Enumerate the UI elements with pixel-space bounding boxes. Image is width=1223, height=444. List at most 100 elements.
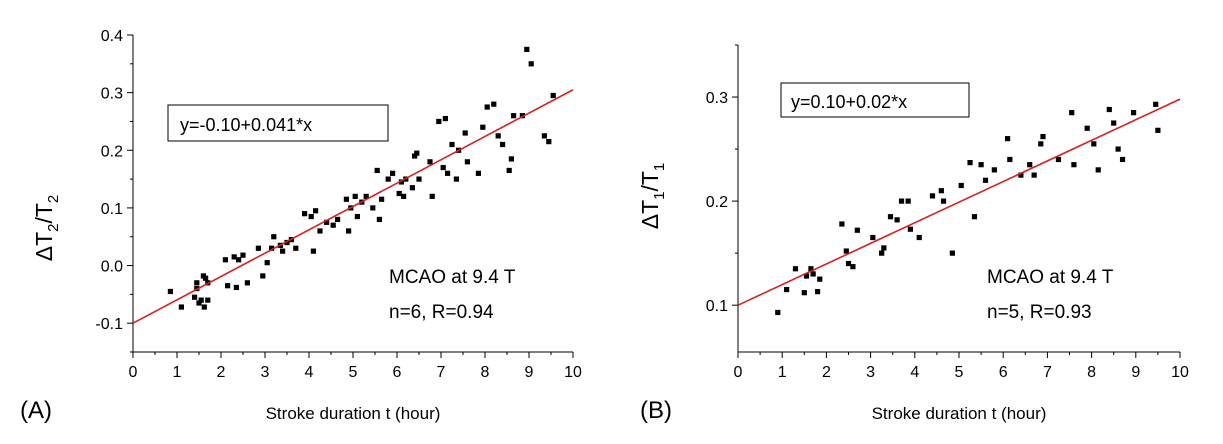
y-label-part: Δ <box>31 246 57 261</box>
data-point <box>1018 172 1024 178</box>
data-point <box>414 150 420 156</box>
data-point <box>260 273 266 279</box>
data-point <box>1153 101 1159 107</box>
data-point <box>519 113 525 119</box>
y-tick-label: 0.4 <box>101 28 123 45</box>
data-point <box>940 198 947 204</box>
x-tick-label: 2 <box>822 364 831 381</box>
data-point <box>354 213 360 220</box>
data-point <box>1055 156 1062 163</box>
data-point <box>192 294 198 300</box>
data-point <box>398 179 404 185</box>
data-point <box>879 250 885 256</box>
y-label-subscript: 1 <box>651 192 668 200</box>
data-point <box>1130 110 1137 116</box>
data-point <box>390 170 396 176</box>
data-point <box>905 198 911 204</box>
data-point <box>978 162 984 168</box>
x-tick-label: 5 <box>349 364 358 381</box>
x-tick-label: 1 <box>173 364 182 381</box>
annotation-text: MCAO at 9.4 T <box>389 267 516 288</box>
data-point <box>1106 106 1112 113</box>
data-point <box>967 159 973 166</box>
x-tick-label: 8 <box>1087 364 1096 381</box>
data-point <box>1040 133 1046 140</box>
data-point <box>916 234 922 241</box>
data-point <box>792 266 799 272</box>
x-tick-label: 9 <box>1131 364 1140 381</box>
data-point <box>907 226 913 232</box>
data-point <box>284 239 290 246</box>
fit-line <box>737 98 1181 306</box>
data-point <box>1005 136 1011 142</box>
data-point <box>346 228 352 234</box>
data-point <box>810 271 816 277</box>
data-point <box>335 216 341 223</box>
data-point <box>198 297 204 303</box>
data-point <box>843 248 849 254</box>
data-point <box>396 190 402 197</box>
data-point <box>775 309 781 316</box>
x-tick-label: 9 <box>525 364 534 381</box>
y-label-subscript: 2 <box>45 224 62 232</box>
x-tick-label: 0 <box>734 364 743 381</box>
data-point <box>495 133 501 139</box>
data-point <box>330 222 336 228</box>
y-tick-label: 0.1 <box>101 201 123 218</box>
annotation-text: n=6, R=0.94 <box>389 302 494 323</box>
data-point <box>887 214 894 220</box>
y-tick-label: 0.1 <box>706 298 728 315</box>
data-point <box>293 245 299 251</box>
data-point <box>449 141 455 148</box>
x-tick-label: 3 <box>261 364 270 381</box>
data-point <box>436 118 442 125</box>
data-point <box>1069 110 1075 116</box>
data-point <box>409 185 415 191</box>
y-label-part: / <box>31 217 57 224</box>
data-point <box>1007 156 1013 163</box>
y-tick-label: 0.3 <box>706 90 728 107</box>
data-point <box>255 245 261 251</box>
data-point <box>814 289 821 295</box>
data-point <box>412 153 418 159</box>
data-point <box>317 228 323 234</box>
data-point <box>352 193 358 199</box>
data-point <box>480 124 486 130</box>
data-point <box>500 141 506 148</box>
y-label-part: T <box>31 203 57 217</box>
x-tick-label: 10 <box>564 364 582 381</box>
data-point <box>881 245 887 251</box>
y-tick-label: 0.0 <box>101 259 123 276</box>
data-point <box>1115 146 1121 152</box>
data-point <box>324 219 330 225</box>
data-point <box>850 264 856 270</box>
data-point <box>244 280 250 286</box>
data-point <box>506 167 512 174</box>
fit-equation-box <box>780 82 970 118</box>
data-point <box>1084 125 1090 131</box>
data-point <box>550 92 556 99</box>
data-point <box>231 254 237 260</box>
data-point <box>817 276 823 282</box>
data-point <box>982 177 989 183</box>
y-label-part: / <box>637 185 663 192</box>
data-point <box>511 113 517 119</box>
data-point <box>508 156 514 162</box>
annotation-text: n=5, R=0.93 <box>987 302 1092 323</box>
data-point <box>1038 141 1044 147</box>
data-point <box>201 304 207 310</box>
data-point <box>898 198 905 204</box>
x-tick-label: 3 <box>866 364 875 381</box>
data-point <box>1119 156 1126 163</box>
data-point <box>1031 172 1037 178</box>
data-point <box>379 196 385 202</box>
data-point <box>484 104 490 110</box>
data-point <box>222 257 228 263</box>
data-point <box>541 133 547 139</box>
y-tick-label: 0.2 <box>706 194 728 211</box>
data-point <box>178 304 184 310</box>
y-label-subscript: 2 <box>45 195 62 203</box>
data-point <box>524 46 530 53</box>
y-label-part: Δ <box>637 214 663 229</box>
x-tick-label: 10 <box>1171 364 1189 381</box>
